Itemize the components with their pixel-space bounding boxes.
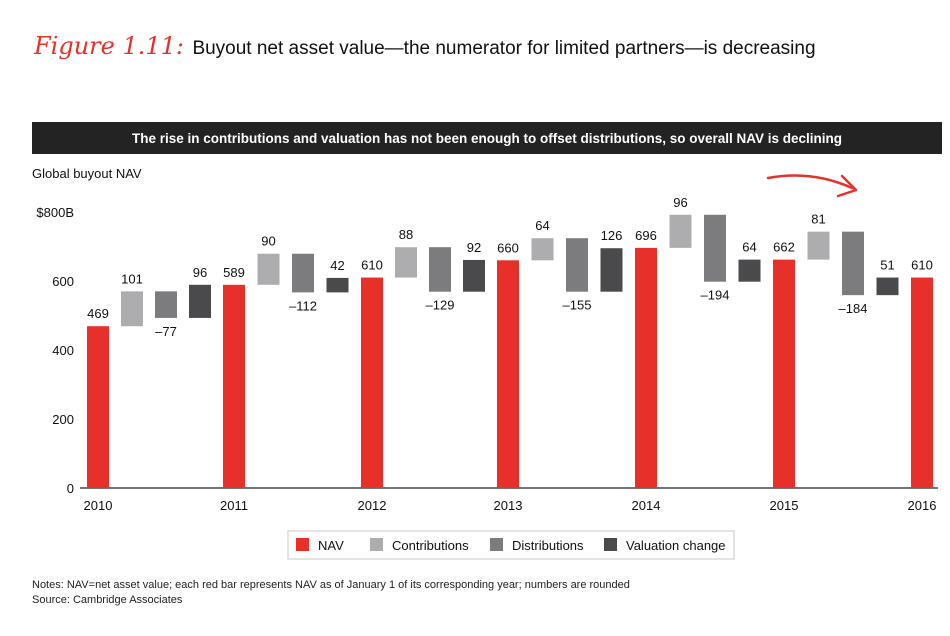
- nav-value-label: 610: [911, 258, 933, 273]
- x-tick-year: 2015: [770, 498, 799, 513]
- legend-label-nav: NAV: [318, 538, 344, 553]
- y-tick-label: 0: [67, 481, 74, 496]
- nav-value-label: 610: [361, 258, 383, 273]
- nav-value-label: 469: [87, 306, 109, 321]
- legend-box: [287, 530, 735, 560]
- x-tick-year: 2014: [632, 498, 661, 513]
- figure-title: Figure 1.11: Buyout net asset value—the …: [34, 32, 816, 60]
- y-axis-title: Global buyout NAV: [32, 166, 142, 181]
- nav-value-label: 696: [635, 228, 657, 243]
- valuation-value-label: 64: [742, 240, 756, 255]
- contributions-value-label: 81: [811, 212, 825, 227]
- nav-value-label: 660: [497, 240, 519, 255]
- distributions-value-label: –155: [563, 298, 592, 313]
- legend-swatch-contributions: [370, 538, 383, 551]
- nav-bar: [773, 259, 795, 488]
- distributions-bar: [566, 238, 588, 292]
- distributions-value-label: –184: [839, 301, 868, 316]
- contributions-bar: [121, 291, 143, 327]
- valuation-value-label: 42: [330, 258, 344, 273]
- contributions-value-label: 64: [535, 218, 549, 233]
- contributions-bar: [531, 238, 554, 261]
- nav-bar: [361, 277, 383, 488]
- nav-bar: [497, 260, 519, 488]
- nav-bar: [911, 277, 933, 488]
- figure-label: Figure 1.11:: [34, 32, 184, 60]
- nav-value-label: 662: [773, 240, 795, 255]
- contributions-value-label: 101: [121, 271, 143, 286]
- distributions-value-label: –112: [289, 298, 317, 313]
- distributions-bar: [429, 247, 451, 292]
- valuation-bar: [463, 259, 485, 292]
- distributions-value-label: –194: [701, 288, 730, 303]
- x-tick-year: 2011: [220, 498, 248, 513]
- valuation-value-label: 51: [880, 258, 894, 273]
- notes-text: Notes: NAV=net asset value; each red bar…: [32, 579, 630, 591]
- valuation-bar: [876, 277, 899, 296]
- nav-bar: [87, 326, 109, 488]
- x-tick-year: 2013: [494, 498, 523, 513]
- legend-label-valuation: Valuation change: [626, 538, 726, 553]
- title-text: Buyout net asset value—the numerator for…: [192, 38, 816, 59]
- y-tick-label: $800B: [36, 205, 74, 220]
- nav-bar: [635, 247, 657, 488]
- distributions-bar: [155, 291, 177, 318]
- contributions-bar: [669, 214, 692, 248]
- y-tick-label: 200: [52, 412, 74, 427]
- valuation-bar: [738, 259, 761, 282]
- distributions-bar: [842, 231, 864, 296]
- trend-arrow-head: [836, 174, 858, 198]
- notes: Notes: NAV=net asset value; each red bar…: [32, 578, 630, 608]
- legend-swatch-valuation: [604, 538, 617, 551]
- source-text: Source: Cambridge Associates: [32, 594, 183, 606]
- valuation-bar: [600, 248, 623, 292]
- distributions-bar: [292, 253, 314, 293]
- distributions-bar: [704, 214, 726, 282]
- y-tick-label: 600: [52, 274, 74, 289]
- x-tick-year: 2012: [358, 498, 387, 513]
- distributions-value-label: –77: [155, 324, 177, 339]
- contributions-bar: [807, 231, 830, 260]
- contributions-value-label: 88: [399, 227, 413, 242]
- contributions-value-label: 96: [673, 195, 687, 210]
- x-tick-year: 2010: [84, 498, 113, 513]
- banner: The rise in contributions and valuation …: [32, 122, 942, 154]
- contributions-value-label: 90: [261, 234, 275, 249]
- trend-arrow-line: [766, 174, 854, 190]
- legend-swatch-nav: [296, 538, 309, 551]
- valuation-bar: [189, 284, 211, 318]
- x-tick-year: 2016: [908, 498, 937, 513]
- contributions-bar: [395, 247, 417, 278]
- valuation-value-label: 126: [601, 228, 623, 243]
- y-tick-label: 400: [52, 343, 74, 358]
- legend-swatch-distributions: [490, 538, 503, 551]
- nav-bar: [223, 284, 245, 488]
- contributions-bar: [257, 253, 280, 285]
- valuation-bar: [326, 277, 349, 293]
- nav-value-label: 589: [223, 265, 245, 280]
- valuation-value-label: 92: [467, 240, 481, 255]
- valuation-value-label: 96: [193, 265, 207, 280]
- legend-label-distributions: Distributions: [512, 538, 584, 553]
- distributions-value-label: –129: [426, 298, 455, 313]
- legend-label-contributions: Contributions: [392, 538, 469, 553]
